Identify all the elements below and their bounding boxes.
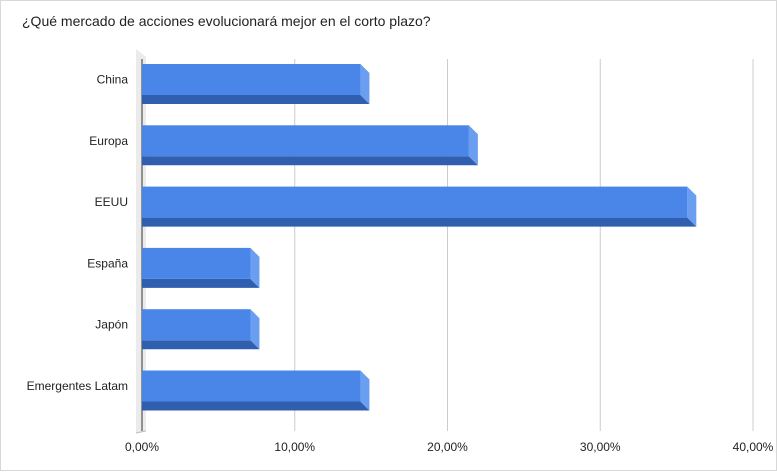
bar-front-face <box>142 186 688 218</box>
x-tick-label: 10,00% <box>274 440 315 454</box>
bar-bottom-face <box>142 340 260 350</box>
bar-front-face <box>142 64 361 95</box>
bar-1 <box>142 125 478 166</box>
bar-bottom-face <box>142 156 478 166</box>
bar-front-face <box>142 247 251 279</box>
bar-side-face <box>360 64 370 104</box>
x-tick-label: 20,00% <box>427 440 468 454</box>
y-category-label: Europa <box>89 134 128 148</box>
y-category-label: EEUU <box>95 195 128 209</box>
chart-title: ¿Qué mercado de acciones evolucionará me… <box>22 13 431 29</box>
y-category-label: Emergentes Latam <box>27 379 128 393</box>
x-tick-label: 40,00% <box>733 440 774 454</box>
bar-side-face <box>360 370 370 411</box>
y-category-label: China <box>97 73 129 87</box>
bar-front-face <box>142 125 469 157</box>
y-category-label: Japón <box>95 318 128 332</box>
bar-bottom-face <box>142 401 370 411</box>
bar-side-face <box>250 247 260 288</box>
x-tick-label: 30,00% <box>580 440 621 454</box>
bar-2 <box>142 186 697 227</box>
bar-front-face <box>142 370 361 402</box>
bar-bottom-face <box>142 278 260 288</box>
bar-5 <box>142 370 370 411</box>
chart-floor-edge <box>135 430 147 434</box>
bar-0 <box>142 64 370 104</box>
bar-bottom-face <box>142 95 370 104</box>
bar-3 <box>142 247 260 288</box>
bar-bottom-face <box>142 217 697 227</box>
bar-4 <box>142 309 260 350</box>
bar-side-face <box>468 125 478 166</box>
bar-front-face <box>142 309 251 341</box>
y-category-label: España <box>87 256 128 270</box>
x-tick-label: 0,00% <box>125 440 159 454</box>
bar-side-face <box>687 186 697 227</box>
bar-side-face <box>250 309 260 350</box>
